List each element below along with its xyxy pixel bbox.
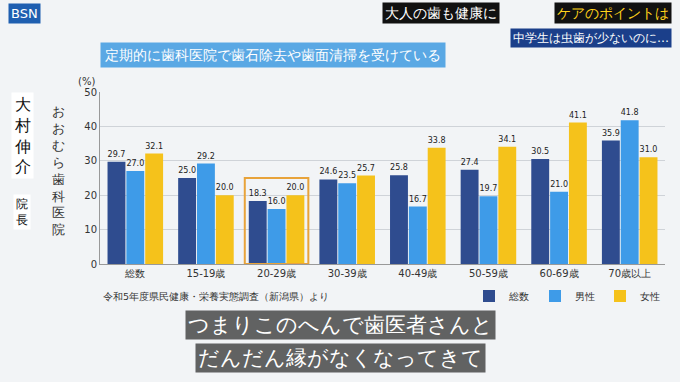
svg-text:25.8: 25.8 xyxy=(390,163,408,172)
svg-text:20: 20 xyxy=(84,190,97,201)
svg-text:34.1: 34.1 xyxy=(498,135,516,144)
svg-text:30-39歳: 30-39歳 xyxy=(328,268,367,279)
svg-text:29.7: 29.7 xyxy=(108,150,126,159)
svg-text:BSN: BSN xyxy=(11,6,38,21)
svg-text:0: 0 xyxy=(91,259,97,270)
svg-text:おおむら歯科医院: おおむら歯科医院 xyxy=(52,104,65,237)
svg-text:60-69歳: 60-69歳 xyxy=(540,268,579,279)
svg-text:定期的に歯科医院で歯石除去や歯面清掃を受けている: 定期的に歯科医院で歯石除去や歯面清掃を受けている xyxy=(105,47,441,63)
svg-text:33.8: 33.8 xyxy=(428,136,446,145)
svg-text:中学生は虫歯が少ないのに…: 中学生は虫歯が少ないのに… xyxy=(513,31,669,45)
svg-text:(%): (%) xyxy=(78,76,95,87)
svg-text:16.0: 16.0 xyxy=(268,197,286,206)
svg-text:男性: 男性 xyxy=(575,291,595,302)
svg-text:女性: 女性 xyxy=(640,291,660,302)
svg-text:40: 40 xyxy=(84,121,97,132)
svg-text:20-29歳: 20-29歳 xyxy=(257,268,296,279)
svg-text:41.1: 41.1 xyxy=(569,111,587,120)
svg-text:35.9: 35.9 xyxy=(602,129,620,138)
svg-text:院長: 院長 xyxy=(16,197,28,227)
svg-text:総数: 総数 xyxy=(508,291,529,302)
svg-text:24.6: 24.6 xyxy=(319,167,337,176)
svg-text:31.0: 31.0 xyxy=(640,145,658,154)
svg-text:30.5: 30.5 xyxy=(531,147,549,156)
svg-text:41.8: 41.8 xyxy=(621,108,639,117)
svg-text:20.0: 20.0 xyxy=(216,183,234,192)
svg-text:大村伸介: 大村伸介 xyxy=(14,95,31,176)
svg-text:15-19歳: 15-19歳 xyxy=(186,268,225,279)
svg-text:50-59歳: 50-59歳 xyxy=(469,268,508,279)
svg-text:32.1: 32.1 xyxy=(145,142,163,151)
svg-text:40-49歳: 40-49歳 xyxy=(398,268,437,279)
svg-text:21.0: 21.0 xyxy=(550,180,568,189)
svg-text:つまりこのへんで歯医者さんと: つまりこのへんで歯医者さんと xyxy=(188,313,493,337)
svg-text:18.3: 18.3 xyxy=(249,189,267,198)
svg-text:50: 50 xyxy=(84,87,97,98)
svg-text:ケアのポイントは: ケアのポイントは xyxy=(557,5,669,21)
svg-text:だんだん縁がなくなってきて: だんだん縁がなくなってきて xyxy=(198,346,483,370)
svg-text:29.2: 29.2 xyxy=(197,152,215,161)
svg-text:19.7: 19.7 xyxy=(480,184,498,193)
svg-text:10: 10 xyxy=(84,224,97,235)
svg-text:23.5: 23.5 xyxy=(338,171,356,180)
svg-text:25.7: 25.7 xyxy=(357,164,375,173)
svg-text:20.0: 20.0 xyxy=(286,183,304,192)
svg-text:16.7: 16.7 xyxy=(409,195,427,204)
svg-text:70歳以上: 70歳以上 xyxy=(608,268,651,279)
svg-text:27.0: 27.0 xyxy=(126,159,144,168)
svg-text:27.4: 27.4 xyxy=(461,158,479,167)
svg-text:令和5年度県民健康・栄養実態調査（新潟県）より: 令和5年度県民健康・栄養実態調査（新潟県）より xyxy=(103,291,329,302)
svg-text:30: 30 xyxy=(84,155,97,166)
svg-text:25.0: 25.0 xyxy=(178,166,196,175)
svg-text:総数: 総数 xyxy=(124,268,145,279)
svg-text:大人の歯も健康に: 大人の歯も健康に xyxy=(385,5,497,21)
